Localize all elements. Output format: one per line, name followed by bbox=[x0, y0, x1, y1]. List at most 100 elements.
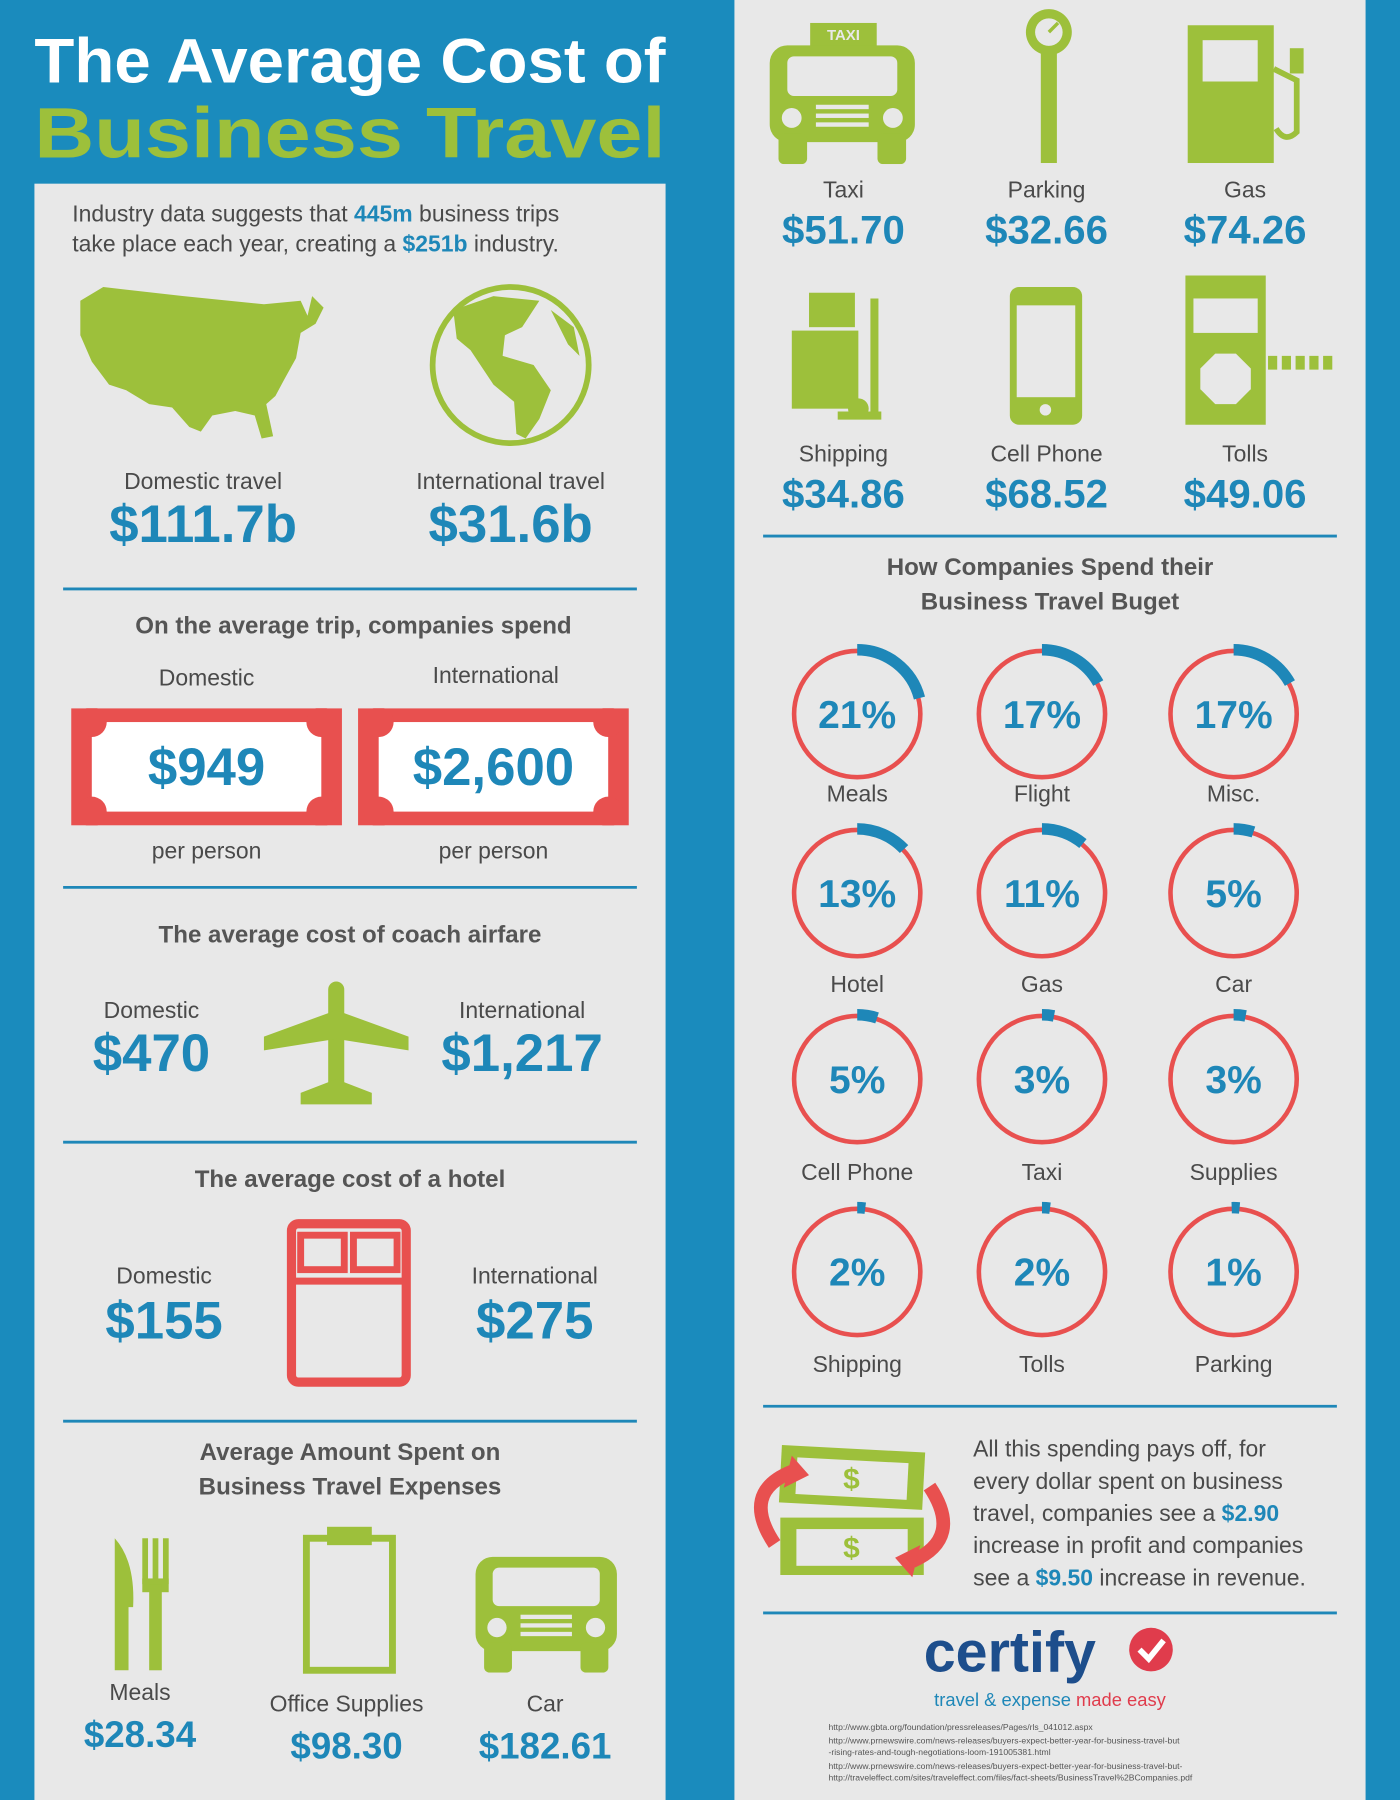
ring-arc bbox=[856, 823, 909, 854]
section-title: Average Amount Spent on bbox=[200, 1439, 501, 1466]
source: http://www.prnewswire.com/news-releases/… bbox=[829, 1761, 1183, 1771]
section-title: How Companies Spend their bbox=[887, 554, 1214, 581]
brand: certify bbox=[924, 1620, 1096, 1684]
section-title: The average cost of a hotel bbox=[195, 1166, 506, 1193]
expense-label: Cell Phone bbox=[990, 440, 1102, 466]
expense-label: Gas bbox=[1224, 176, 1266, 202]
ring-arc bbox=[857, 1009, 879, 1024]
text-run: take place each year, creating a bbox=[72, 230, 402, 256]
ring-value: 21% bbox=[818, 694, 896, 737]
text-run: increase in profit and companies bbox=[973, 1532, 1303, 1558]
value: $470 bbox=[93, 1024, 210, 1083]
ring bbox=[976, 827, 1108, 959]
highlight: 445m bbox=[354, 201, 413, 227]
title: The Average Cost of bbox=[34, 27, 666, 97]
svg-text:$: $ bbox=[843, 1532, 860, 1565]
icons: TAXI $ $ bbox=[71, 9, 1337, 1674]
ring-value: 11% bbox=[1004, 873, 1080, 916]
text-run: travel, companies see a bbox=[973, 1500, 1222, 1526]
title: Business Travel bbox=[34, 94, 665, 173]
text-run: every dollar spent on business bbox=[973, 1468, 1283, 1494]
label: Domestic travel bbox=[124, 468, 282, 494]
ring-value: 13% bbox=[818, 873, 896, 916]
roi-line: increase in profit and companies bbox=[973, 1532, 1303, 1558]
label: Domestic bbox=[159, 664, 255, 690]
ring-value: 3% bbox=[1014, 1059, 1070, 1102]
tagline: travel & expense made easy bbox=[934, 1689, 1166, 1710]
unit: per person bbox=[439, 838, 549, 864]
ring-label: Hotel bbox=[830, 971, 884, 997]
expense-value: $32.66 bbox=[985, 207, 1108, 252]
expense-value: $51.70 bbox=[782, 207, 905, 252]
value: $111.7b bbox=[109, 495, 297, 554]
ring-label: Cell Phone bbox=[801, 1159, 913, 1185]
ring-value: 2% bbox=[829, 1252, 885, 1295]
expense-label: Tolls bbox=[1222, 440, 1268, 466]
ring-arc bbox=[1233, 1009, 1247, 1022]
ring-label: Supplies bbox=[1190, 1159, 1278, 1185]
ring bbox=[976, 1013, 1108, 1145]
ring-label: Tolls bbox=[1019, 1351, 1065, 1377]
text-run: All this spending pays off, for bbox=[973, 1436, 1266, 1462]
ring-label: Flight bbox=[1014, 780, 1071, 806]
ring-value: 5% bbox=[829, 1059, 885, 1102]
ring-arc bbox=[1041, 1201, 1051, 1214]
text-run: increase in revenue. bbox=[1093, 1564, 1306, 1590]
roi-line: travel, companies see a $2.90 bbox=[973, 1500, 1279, 1526]
ring bbox=[976, 1206, 1108, 1338]
section-title: Business Travel Expenses bbox=[199, 1474, 502, 1501]
value: $1,217 bbox=[441, 1024, 602, 1083]
text-run: travel & expense bbox=[934, 1689, 1076, 1710]
expense-value: $98.30 bbox=[290, 1726, 402, 1767]
ring-arc bbox=[857, 1201, 866, 1214]
ring-label: Parking bbox=[1195, 1351, 1273, 1377]
expense-label: Meals bbox=[109, 1679, 170, 1705]
taxi-sign: TAXI bbox=[827, 27, 860, 44]
label: International travel bbox=[416, 468, 605, 494]
text-run: Industry data suggests that bbox=[72, 201, 354, 227]
label: Domestic bbox=[104, 997, 200, 1023]
text-run: business trips bbox=[413, 201, 560, 227]
value: $275 bbox=[476, 1292, 593, 1351]
expense-value: $182.61 bbox=[479, 1726, 612, 1767]
expense-value: $68.52 bbox=[985, 471, 1108, 516]
svg-text:$: $ bbox=[843, 1463, 860, 1496]
highlight: $251b bbox=[403, 230, 468, 256]
ring-value: 17% bbox=[1003, 694, 1081, 737]
source: -rising-rates-and-tough-negotiations-loo… bbox=[829, 1747, 1051, 1757]
ring-value: 3% bbox=[1205, 1059, 1261, 1102]
ring-arc bbox=[1041, 823, 1087, 849]
ring bbox=[976, 648, 1108, 780]
highlight: $2.90 bbox=[1222, 1500, 1279, 1526]
intro-line: take place each year, creating a $251b i… bbox=[72, 230, 559, 256]
expense-label: Car bbox=[527, 1691, 564, 1717]
value: $155 bbox=[105, 1292, 222, 1351]
expense-label: Shipping bbox=[799, 440, 888, 466]
highlight: made easy bbox=[1076, 1689, 1167, 1710]
ring-arc bbox=[1041, 1009, 1056, 1022]
value: $2,600 bbox=[413, 738, 574, 797]
expense-value: $34.86 bbox=[782, 471, 905, 516]
expense-value: $74.26 bbox=[1184, 207, 1307, 252]
intro-line: Industry data suggests that 445m busines… bbox=[72, 201, 559, 227]
ring-arc bbox=[857, 644, 926, 700]
ring-label: Meals bbox=[827, 780, 888, 806]
label: Domestic bbox=[116, 1262, 212, 1288]
ring-arc bbox=[1041, 644, 1104, 687]
roi-line: see a $9.50 increase in revenue. bbox=[973, 1564, 1306, 1590]
dividers bbox=[63, 534, 1337, 1615]
expense-label: Parking bbox=[1008, 176, 1086, 202]
label: International bbox=[459, 997, 585, 1023]
expense-value: $28.34 bbox=[84, 1714, 197, 1755]
source: http://traveleffect.com/sites/traveleffe… bbox=[829, 1772, 1193, 1782]
ring-label: Misc. bbox=[1207, 780, 1261, 806]
section-title: On the average trip, companies spend bbox=[135, 613, 571, 640]
expense-label: Office Supplies bbox=[270, 1691, 424, 1717]
section-title: Business Travel Buget bbox=[921, 589, 1179, 616]
ring-label: Car bbox=[1215, 971, 1252, 997]
value: $31.6b bbox=[429, 495, 593, 554]
text-run: see a bbox=[973, 1564, 1035, 1590]
highlight: $9.50 bbox=[1036, 1564, 1093, 1590]
ring-value: 5% bbox=[1205, 873, 1261, 916]
